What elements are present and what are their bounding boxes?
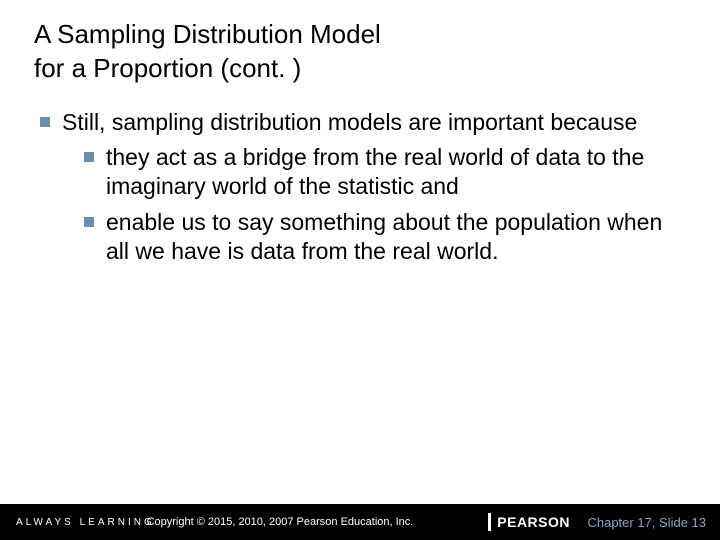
slide: A Sampling Distribution Model for a Prop… [0,0,720,540]
pearson-logo: PEARSON [497,514,570,530]
slide-footer: ALWAYS LEARNING Copyright © 2015, 2010, … [0,504,720,540]
bullet-text: Still, sampling distribution models are … [62,108,637,137]
bullet-text: enable us to say something about the pop… [106,208,680,267]
bullet-text: they act as a bridge from the real world… [106,143,680,202]
bullet-item: Still, sampling distribution models are … [40,108,680,137]
copyright-text: Copyright © 2015, 2010, 2007 Pearson Edu… [147,516,414,528]
square-bullet-icon [40,117,50,127]
square-bullet-icon [84,152,94,162]
bullet-item: enable us to say something about the pop… [84,208,680,267]
always-learning-label: ALWAYS LEARNING [0,517,155,528]
square-bullet-icon [84,217,94,227]
title-line-1: A Sampling Distribution Model [34,18,690,52]
title-line-2: for a Proportion (cont. ) [34,52,690,86]
brand-bar-icon [488,513,491,531]
slide-title: A Sampling Distribution Model for a Prop… [0,0,720,94]
bullet-item: they act as a bridge from the real world… [84,143,680,202]
chapter-slide-label: Chapter 17, Slide 13 [587,515,706,530]
slide-content: Still, sampling distribution models are … [0,94,720,504]
pearson-brand: PEARSON [488,513,570,531]
